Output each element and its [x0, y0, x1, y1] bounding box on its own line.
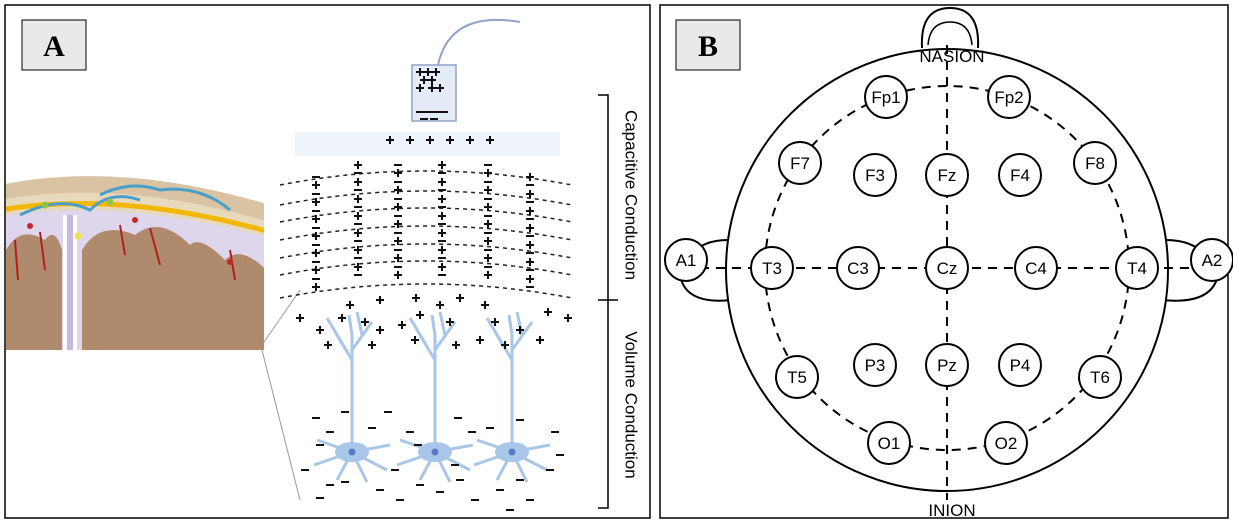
electrode-label: Fp1 — [871, 88, 900, 107]
nucleus — [432, 449, 439, 456]
electrode-label: Fp2 — [994, 88, 1023, 107]
panel-a-label: A — [43, 30, 65, 63]
nucleus — [349, 449, 356, 456]
electrode-label: T4 — [1127, 259, 1147, 278]
electrode-label: Pz — [937, 356, 957, 375]
electrode-label: F7 — [790, 154, 810, 173]
electrode-label: T3 — [762, 259, 782, 278]
electrode-label: A2 — [1202, 251, 1223, 270]
electrode-label: O2 — [995, 434, 1018, 453]
capacitive-label: Capacitive Conduction — [622, 110, 641, 280]
electrode-label: F3 — [865, 166, 885, 185]
electrode-label: P4 — [1010, 356, 1031, 375]
electrode-label: T6 — [1090, 368, 1110, 387]
electrode-label: F8 — [1085, 154, 1105, 173]
electrode-label: F4 — [1010, 166, 1030, 185]
cortex-illustration — [0, 176, 270, 360]
electrode-label: C3 — [847, 259, 869, 278]
figure: A Capacitive Conduction Volume Conductio… — [0, 0, 1233, 523]
electrode-label: Fz — [938, 166, 957, 185]
electrode-label: A1 — [676, 251, 697, 270]
scalp-band — [295, 132, 560, 156]
nucleus — [509, 449, 516, 456]
nose — [922, 8, 978, 48]
electrode-label: C4 — [1025, 259, 1047, 278]
electrode-label: P3 — [865, 356, 886, 375]
nasion-label: NASION — [919, 47, 984, 66]
panel-b-label: B — [698, 30, 718, 63]
electrode-label: T5 — [787, 368, 807, 387]
volume-label: Volume Conduction — [622, 331, 641, 478]
electrode-label: Cz — [937, 259, 958, 278]
inion-label: INION — [928, 501, 975, 520]
electrode-label: O1 — [878, 434, 901, 453]
